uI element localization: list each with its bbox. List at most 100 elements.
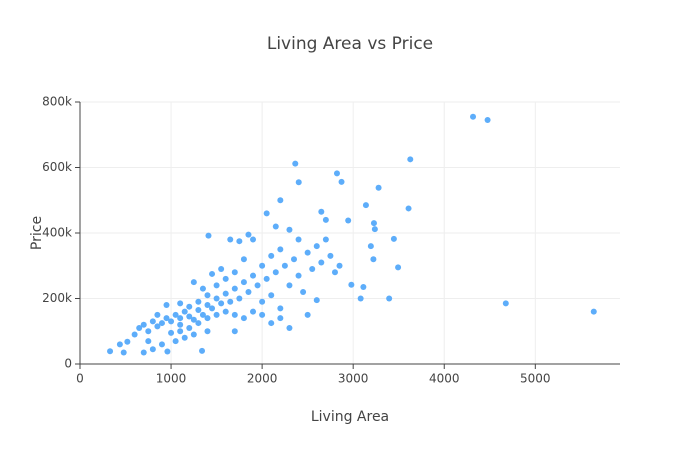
point (204, 292, 211, 299)
point (395, 264, 402, 271)
point (268, 292, 275, 299)
point (245, 231, 252, 238)
point (295, 236, 302, 243)
point (177, 315, 184, 322)
point (277, 197, 284, 204)
point (318, 208, 325, 215)
point (281, 262, 288, 269)
point (164, 348, 171, 355)
x-tick-label: 1000 (156, 372, 187, 386)
point (154, 323, 161, 330)
point (195, 306, 202, 313)
point (250, 308, 257, 315)
point (484, 117, 491, 124)
point (213, 295, 220, 302)
point (259, 262, 266, 269)
point (268, 320, 275, 327)
point (204, 302, 211, 309)
point (195, 298, 202, 305)
point (140, 349, 147, 356)
point (209, 305, 216, 312)
point (236, 238, 243, 245)
point (145, 328, 152, 335)
point (371, 226, 378, 233)
point (313, 297, 320, 304)
point (199, 347, 206, 354)
point (295, 272, 302, 279)
x-tick-label: 3000 (338, 372, 369, 386)
point (107, 348, 114, 355)
point (263, 275, 270, 282)
point (213, 311, 220, 318)
point (222, 308, 229, 315)
point (370, 220, 377, 227)
point (327, 252, 334, 259)
point (277, 305, 284, 312)
point (263, 210, 270, 217)
point (313, 243, 320, 250)
point (163, 302, 170, 309)
point (195, 320, 202, 327)
point (218, 266, 225, 273)
point (199, 285, 206, 292)
point (222, 290, 229, 297)
y-tick-label: 200k (42, 291, 72, 305)
point (181, 334, 188, 341)
point (231, 311, 238, 318)
point (405, 205, 412, 212)
point (245, 288, 252, 295)
point (375, 184, 382, 191)
point (292, 160, 299, 167)
point (407, 156, 414, 163)
point (131, 331, 138, 338)
point (254, 282, 261, 289)
point (240, 256, 247, 263)
point (227, 236, 234, 243)
point (204, 315, 211, 322)
point (360, 284, 367, 291)
x-tick-label: 4000 (429, 372, 460, 386)
point (333, 170, 340, 177)
x-axis-label: Living Area (311, 409, 389, 425)
point (318, 259, 325, 266)
point (250, 272, 257, 279)
point (286, 282, 293, 289)
point (295, 179, 302, 186)
x-tick-label: 5000 (520, 372, 551, 386)
point (322, 236, 329, 243)
point (231, 285, 238, 292)
point (190, 331, 197, 338)
point (204, 328, 211, 335)
point (322, 216, 329, 223)
point (370, 256, 377, 263)
point (177, 321, 184, 328)
point (331, 269, 338, 276)
point (259, 298, 266, 305)
point (172, 311, 179, 318)
point (163, 315, 170, 322)
point (231, 328, 238, 335)
point (172, 338, 179, 345)
point (186, 324, 193, 331)
point (177, 300, 184, 307)
point (116, 341, 123, 348)
point (236, 295, 243, 302)
point (190, 279, 197, 286)
y-axis-label: Price (29, 216, 45, 250)
point (181, 308, 188, 315)
point (290, 256, 297, 263)
point (199, 311, 206, 318)
point (357, 295, 364, 302)
point (120, 349, 127, 356)
point (227, 298, 234, 305)
point (205, 232, 212, 239)
point (186, 303, 193, 310)
y-tick-label: 800k (42, 95, 72, 109)
y-tick-label: 0 (64, 357, 72, 371)
point (367, 243, 374, 250)
point (386, 295, 393, 302)
point (259, 311, 266, 318)
point (168, 318, 175, 325)
point (286, 226, 293, 233)
